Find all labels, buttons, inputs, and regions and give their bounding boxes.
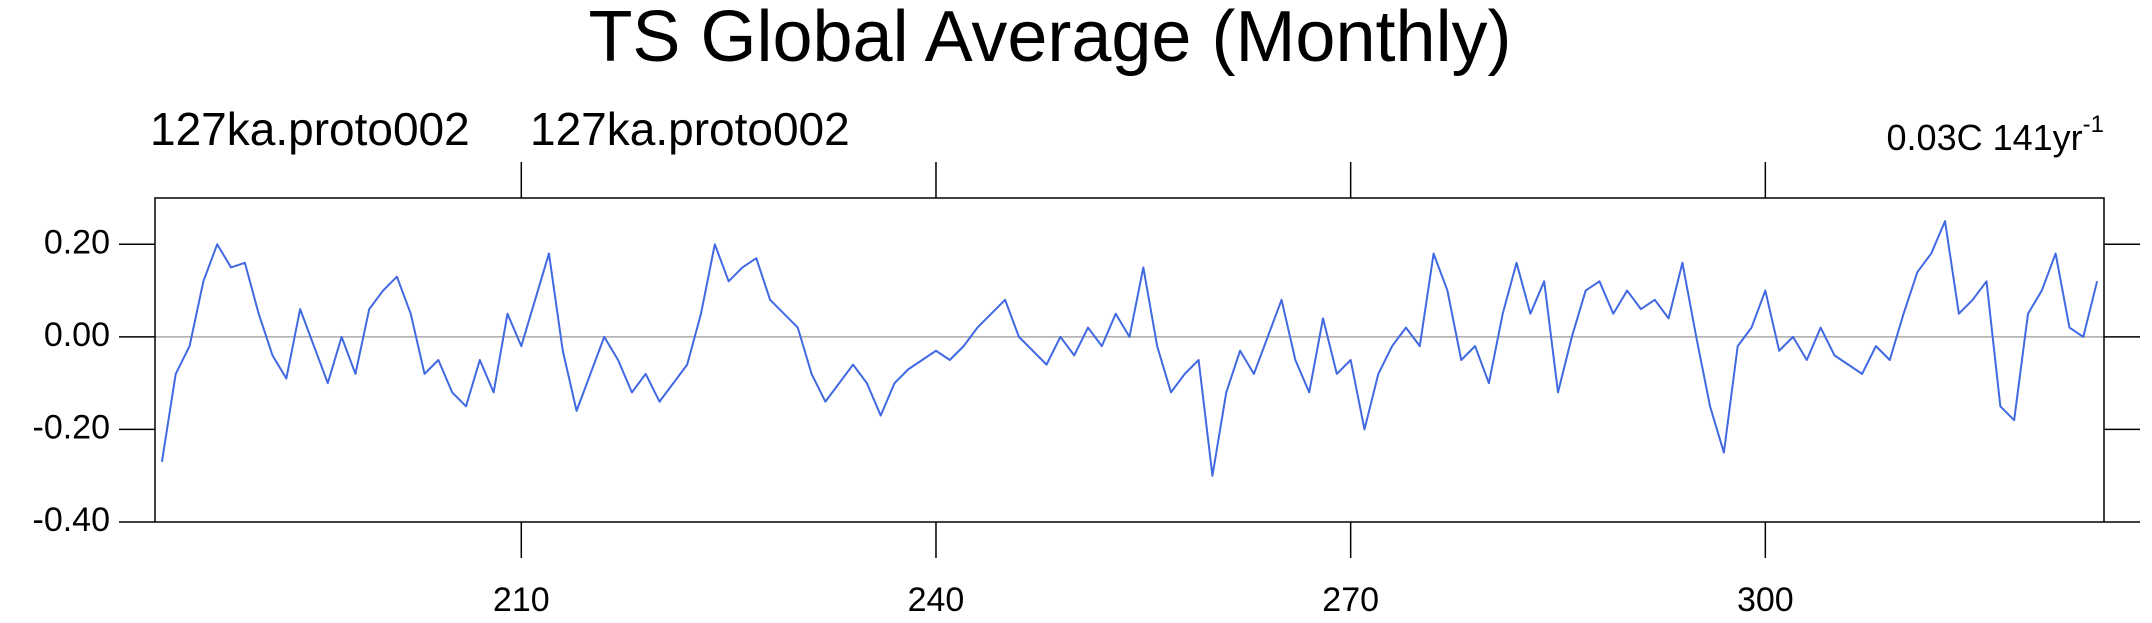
x-tick-label: 300: [1737, 581, 1794, 619]
y-tick-label: 0.00: [44, 316, 110, 354]
x-tick-label: 240: [908, 581, 965, 619]
left-string: 127ka.proto002: [530, 103, 850, 155]
y-tick-label: -0.20: [33, 408, 111, 446]
chart-title: TS Global Average (Monthly): [588, 0, 1511, 77]
plot-frame: [154, 197, 2105, 523]
data-line: [160, 220, 2099, 477]
y-tick-label: -0.40: [33, 501, 111, 539]
right-string-sup: -1: [2083, 111, 2104, 138]
left-string: 127ka.proto002: [150, 103, 470, 155]
right-string: 0.03C 141yr-1: [1887, 111, 2104, 157]
x-tick-label: 210: [493, 581, 550, 619]
right-string-main: 0.03C 141yr: [1887, 117, 2083, 158]
y-tick-label: 0.20: [44, 223, 110, 261]
x-tick-label: 270: [1322, 581, 1379, 619]
